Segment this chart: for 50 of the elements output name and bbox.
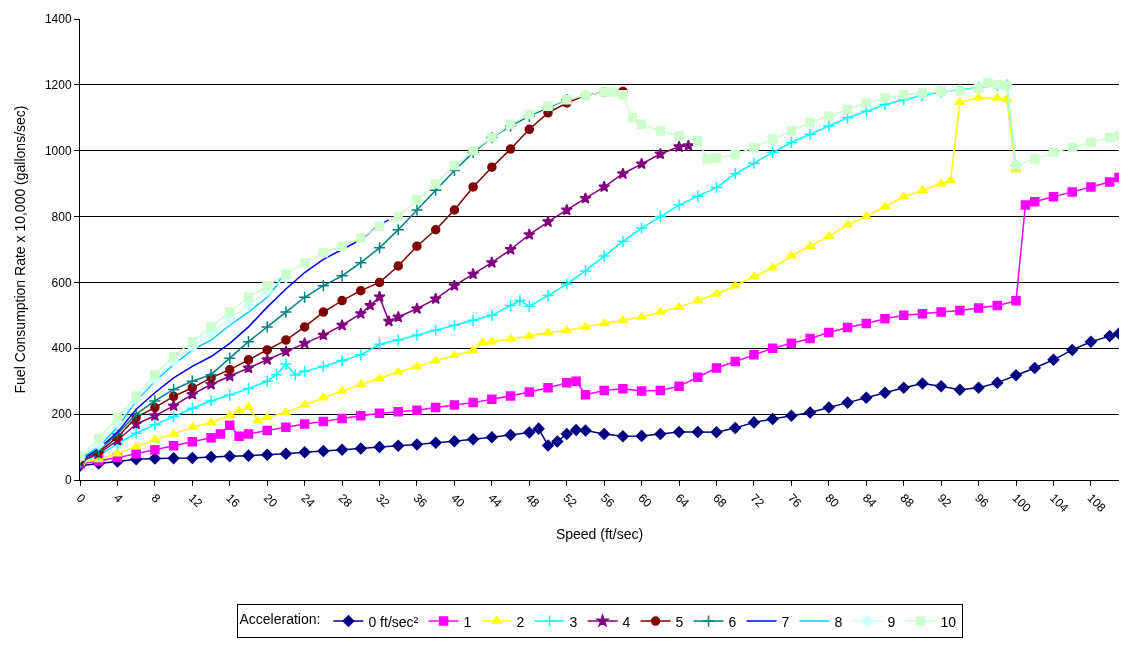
x-tick-label: 24 [298, 490, 318, 511]
y-tick-label: 1200 [44, 78, 72, 93]
x-tick-label: 68 [710, 490, 730, 511]
legend-label: 7 [781, 613, 790, 630]
x-tick-label: 52 [560, 490, 580, 511]
x-tick-label: 28 [335, 490, 356, 511]
y-tick-label: 1400 [44, 12, 72, 27]
legend-label: 10 [940, 613, 957, 630]
x-tick-label: 60 [635, 490, 655, 511]
legend-label: 5 [675, 613, 684, 630]
x-tick-label: 108 [1084, 490, 1109, 516]
legend-label: 0 ft/sec² [368, 613, 419, 630]
y-tick-label: 200 [51, 407, 72, 422]
legend-label: 8 [834, 613, 843, 630]
y-tick-label: 0 [64, 473, 72, 488]
x-tick-label: 4 [111, 490, 126, 506]
legend-label: 9 [887, 613, 896, 630]
x-tick-label: 76 [785, 490, 805, 511]
x-axis-title: Speed (ft/sec) [555, 526, 644, 543]
y-axis-title: Fuel Consumption Rate x 10,000 (gallons/sec) [12, 105, 29, 394]
y-tick-label: 800 [51, 209, 72, 224]
y-tick-label: 1000 [44, 143, 72, 158]
x-tick-label: 56 [597, 490, 618, 511]
x-tick-label: 80 [822, 490, 843, 511]
legend-label: 4 [622, 613, 631, 630]
x-tick-label: 100 [1009, 490, 1034, 516]
x-tick-label: 12 [185, 490, 206, 511]
y-tick-label: 600 [51, 275, 72, 290]
x-tick-label: 36 [410, 490, 431, 511]
legend-label: 3 [569, 613, 578, 630]
x-tick-label: 48 [522, 490, 543, 511]
x-tick-label: 104 [1047, 490, 1072, 516]
x-tick-label: 72 [747, 490, 768, 511]
x-tick-label: 0 [73, 490, 89, 506]
y-tick-label: 400 [51, 341, 72, 356]
legend-title: Acceleration: [239, 610, 321, 627]
x-tick-label: 32 [373, 490, 393, 511]
x-tick-label: 64 [672, 490, 693, 511]
x-tick-label: 92 [934, 490, 955, 511]
x-tick-label: 96 [972, 490, 992, 511]
x-tick-label: 44 [485, 490, 506, 511]
x-tick-label: 40 [448, 490, 468, 511]
x-tick-label: 20 [260, 490, 281, 511]
legend-label: 6 [728, 613, 737, 630]
x-tick-label: 16 [223, 490, 243, 511]
x-tick-label: 8 [148, 490, 164, 506]
x-tick-label: 88 [897, 490, 917, 511]
legend-label: 1 [463, 613, 472, 630]
legend-label: 2 [516, 613, 525, 630]
x-tick-label: 84 [859, 490, 880, 511]
